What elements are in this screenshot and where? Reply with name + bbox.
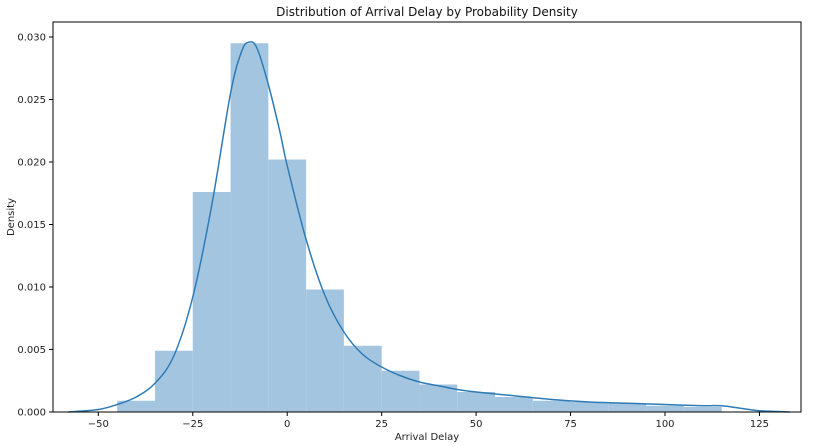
histogram-bar <box>683 407 722 412</box>
y-tick-label: 0.030 <box>17 33 46 44</box>
histogram-bar <box>381 370 420 412</box>
x-axis-ticks: −50 −25 0 25 50 75 100 125 <box>88 412 769 430</box>
histogram-bar <box>570 402 609 412</box>
x-tick-label: 0 <box>284 419 290 430</box>
x-tick-label: 100 <box>655 419 674 430</box>
histogram-bar <box>457 392 495 412</box>
histogram-bar <box>532 400 571 412</box>
y-tick-label: 0.025 <box>17 95 46 106</box>
chart-title: Distribution of Arrival Delay by Probabi… <box>276 5 578 19</box>
histogram-bar <box>230 43 269 412</box>
histogram-bar <box>608 403 647 412</box>
x-tick-label: 25 <box>375 419 388 430</box>
y-axis-ticks: 0.000 0.005 0.010 0.015 0.020 0.025 0.030 <box>17 33 53 419</box>
histogram-bar <box>268 159 307 412</box>
x-tick-label: 50 <box>470 419 483 430</box>
y-tick-label: 0.020 <box>17 158 46 169</box>
plot-frame <box>52 21 802 413</box>
y-tick-label: 0.005 <box>17 345 46 356</box>
histogram-bar <box>117 400 155 412</box>
histogram-bar <box>192 192 231 412</box>
x-tick-label: 75 <box>564 419 577 430</box>
histogram-bar <box>343 345 382 412</box>
y-tick-label: 0.015 <box>17 220 46 231</box>
histogram-bars <box>117 43 722 412</box>
kde-density-line <box>68 41 790 413</box>
y-tick-label: 0.000 <box>17 408 46 419</box>
x-tick-label: 125 <box>750 419 769 430</box>
x-axis-label: Arrival Delay <box>395 432 459 443</box>
histogram-bar <box>155 350 193 412</box>
x-tick-label: −50 <box>88 419 109 430</box>
histogram-bar <box>306 289 344 412</box>
y-tick-label: 0.010 <box>17 283 46 294</box>
histogram-bar <box>495 397 533 412</box>
y-axis-label: Density <box>6 198 17 236</box>
x-tick-label: −25 <box>182 419 203 430</box>
histogram-bar <box>646 405 684 412</box>
